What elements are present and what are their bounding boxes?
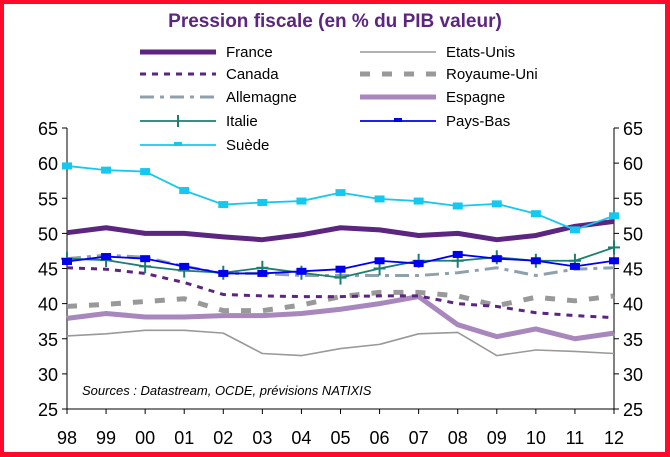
data-point	[335, 265, 346, 273]
y-tick-label-right: 30	[623, 365, 643, 385]
data-point	[101, 253, 112, 261]
legend-item-suède: Suède	[140, 137, 269, 154]
x-tick-label: 10	[526, 428, 546, 448]
data-point	[530, 210, 541, 218]
legend-label: Espagne	[446, 89, 505, 106]
legend-marker	[394, 118, 402, 122]
series-canada	[66, 266, 615, 320]
data-point	[62, 257, 72, 265]
data-point	[374, 257, 385, 265]
x-tick-label: 07	[409, 428, 429, 448]
x-tick-label: 99	[96, 428, 116, 448]
y-tick-label-right: 65	[623, 119, 643, 139]
data-point	[257, 198, 268, 206]
y-tick-label-left: 30	[38, 365, 58, 385]
data-point	[413, 197, 424, 205]
y-tick-label-left: 60	[38, 154, 58, 174]
legend-label: Suède	[226, 137, 269, 154]
series-group	[61, 162, 620, 357]
y-tick-label-left: 45	[38, 260, 58, 280]
series-line	[66, 218, 615, 243]
data-point	[179, 187, 190, 195]
x-tick-label: 11	[566, 428, 585, 448]
x-tick-label: 02	[213, 428, 233, 448]
x-tick-label: 05	[330, 428, 350, 448]
data-point	[530, 257, 541, 265]
data-point	[413, 260, 424, 268]
y-tick-label-left: 50	[38, 224, 58, 244]
data-point	[140, 255, 151, 263]
legend-item-pays-bas: Pays-Bas	[360, 113, 510, 130]
data-point	[569, 226, 580, 234]
data-point	[62, 162, 72, 170]
y-tick-label-left: 35	[38, 330, 58, 350]
data-point	[218, 269, 229, 277]
series-pays-bas	[62, 250, 619, 277]
data-point	[296, 267, 307, 275]
data-point	[609, 257, 619, 265]
legend-item-etats-unis: Etats-Unis	[360, 44, 515, 61]
y-tick-label-left: 25	[38, 400, 58, 420]
x-tick-label: 00	[135, 428, 155, 448]
legend: France Etats-Unis Canada Royaume-Uni Allemag…	[140, 44, 538, 154]
legend-label: France	[226, 44, 273, 61]
data-point	[257, 269, 268, 277]
y-tick-label-right: 60	[623, 154, 643, 174]
x-tick-label: 08	[448, 428, 468, 448]
data-point	[491, 255, 502, 263]
y-tick-label-left: 65	[38, 119, 58, 139]
data-point	[179, 262, 190, 270]
data-point	[335, 189, 346, 197]
legend-label: Etats-Unis	[446, 44, 515, 61]
data-point	[296, 197, 307, 205]
legend-label: Royaume-Uni	[446, 66, 538, 83]
series-line	[66, 165, 615, 231]
x-tick-label: 12	[604, 428, 624, 448]
series-line	[66, 329, 615, 357]
x-tick-label: 06	[370, 428, 390, 448]
x-tick-label: 09	[487, 428, 507, 448]
chart-title: Pression fiscale (en % du PIB valeur)	[168, 11, 502, 32]
series-line	[66, 294, 615, 342]
data-point	[491, 200, 502, 208]
series-espagne	[66, 294, 615, 342]
legend-item-royaume-uni: Royaume-Uni	[360, 66, 538, 83]
y-tick-label-right: 55	[623, 189, 643, 209]
legend-item-allemagne: Allemagne	[140, 89, 297, 106]
data-point	[452, 250, 463, 258]
legend-item-canada: Canada	[140, 66, 279, 83]
series-etats-unis	[66, 329, 615, 357]
data-point	[452, 202, 463, 210]
x-tick-label: 01	[174, 428, 194, 448]
data-point	[569, 262, 580, 270]
y-tick-label-left: 55	[38, 189, 58, 209]
x-tick-label: 04	[291, 428, 311, 448]
series-france	[66, 218, 615, 243]
data-point	[218, 201, 229, 209]
series-suède	[62, 162, 619, 234]
y-tick-label-right: 40	[623, 295, 643, 315]
source-annotation: Sources : Datastream, OCDE, prévisions N…	[82, 383, 372, 398]
y-tick-label-right: 45	[623, 260, 643, 280]
legend-label: Allemagne	[226, 89, 297, 106]
data-point	[101, 166, 112, 174]
legend-item-italie: Italie	[140, 113, 258, 130]
legend-item-espagne: Espagne	[360, 89, 505, 106]
y-tick-label-right: 50	[623, 224, 643, 244]
legend-label: Canada	[226, 66, 279, 83]
legend-label: Pays-Bas	[446, 113, 510, 130]
legend-marker	[174, 142, 182, 146]
legend-label: Italie	[226, 113, 258, 130]
x-tick-label: 98	[57, 428, 77, 448]
y-tick-label-right: 35	[623, 330, 643, 350]
y-tick-label-right: 25	[623, 400, 643, 420]
data-point	[609, 212, 619, 220]
series-line	[66, 289, 615, 314]
y-tick-label-left: 40	[38, 295, 58, 315]
data-point	[140, 168, 151, 176]
x-tick-label: 03	[252, 428, 272, 448]
data-point	[374, 195, 385, 203]
legend-item-france: France	[140, 44, 273, 61]
